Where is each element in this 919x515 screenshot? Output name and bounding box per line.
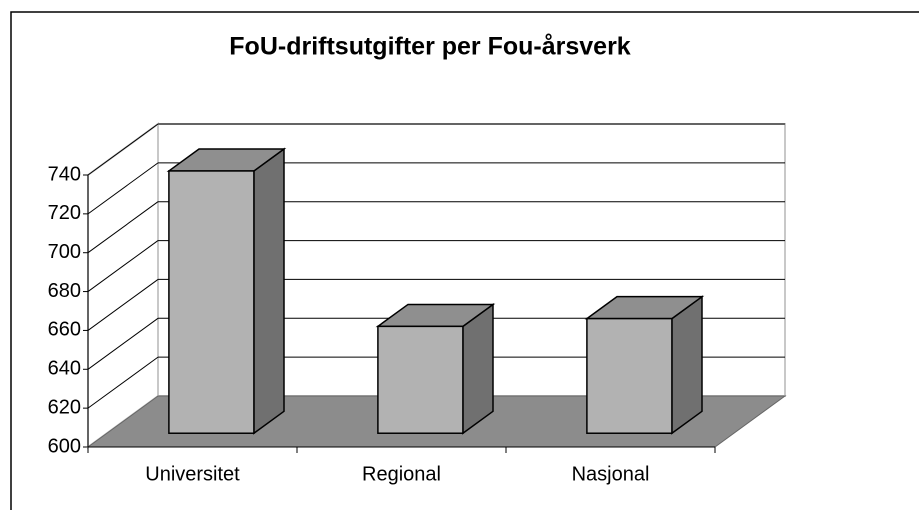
grid-line xyxy=(87,201,159,254)
bar-side xyxy=(253,147,285,435)
grid-line xyxy=(87,279,159,331)
grid-line xyxy=(87,123,159,176)
grid-line xyxy=(87,162,159,215)
grid-line xyxy=(87,317,159,370)
y-tick-label: 680 xyxy=(48,280,81,302)
y-tick-label: 620 xyxy=(48,396,81,418)
y-tick-label: 600 xyxy=(48,435,81,457)
grid-line xyxy=(87,240,159,292)
grid-line xyxy=(87,356,159,409)
y-tick-label: 660 xyxy=(48,319,81,341)
y-tick-label: 740 xyxy=(48,163,81,185)
bar xyxy=(168,170,255,434)
bar-side xyxy=(671,295,703,435)
chart-title: FoU-driftsutgifter per Fou-årsverk xyxy=(229,33,631,61)
y-tick-label: 720 xyxy=(48,202,81,224)
side-wall xyxy=(87,122,159,449)
x-tick-label: Regional xyxy=(362,463,441,485)
x-tick-label: Universitet xyxy=(145,463,240,485)
y-tick-label: 640 xyxy=(48,358,81,380)
bar xyxy=(586,317,673,434)
x-tick-label: Nasjonal xyxy=(572,463,650,485)
bar xyxy=(377,325,464,434)
y-tick-label: 700 xyxy=(48,241,81,263)
